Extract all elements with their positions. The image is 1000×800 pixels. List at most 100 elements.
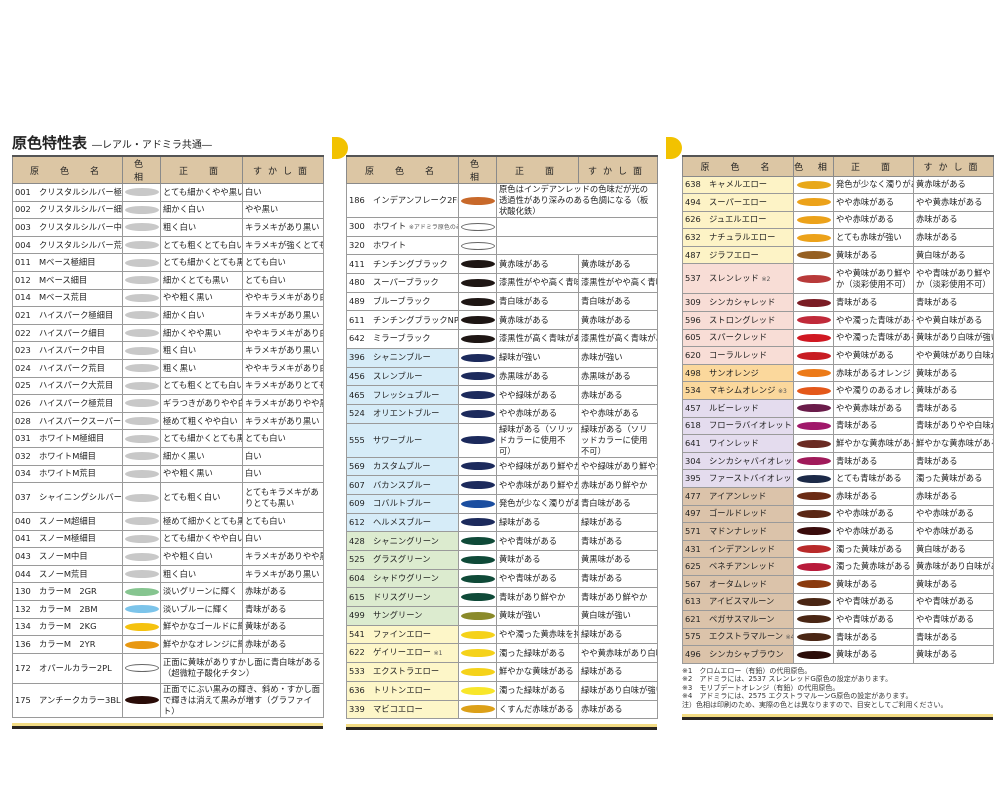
back-cell: やや赤味がある — [913, 522, 994, 541]
hue-cell — [458, 512, 497, 533]
back-cell: 赤味がある — [242, 582, 324, 602]
color-code: 477 — [685, 490, 701, 501]
table-row: 002 クリスタルシルバー細目 細かく白い やや黒い — [12, 200, 324, 220]
front-cell: 漆黒性が高く青味がある — [496, 329, 579, 349]
table-row: 026 ハイスパーク極荒目 ギラつきがありやや白いキラメキがありやや黒い — [12, 394, 324, 413]
color-name: トリトンエロー — [373, 685, 432, 696]
color-swatch — [461, 537, 495, 546]
color-name: スノーM極細目 — [39, 533, 96, 544]
front-cell: 粗く白い — [160, 341, 243, 360]
color-name-cell: 499 サングリーン — [346, 606, 459, 626]
color-name: マドンナレッド — [709, 525, 768, 536]
back-cell: 青白味がある — [578, 291, 658, 312]
color-code: 037 — [15, 492, 31, 503]
color-name: ハイスパーク極荒目 — [39, 397, 114, 408]
color-code: 456 — [349, 370, 365, 381]
color-swatch — [796, 457, 831, 466]
color-swatch — [461, 316, 495, 325]
table-row: 525 グラスグリーン 黄味がある 黄黒味がある — [346, 550, 658, 570]
table-row: 044 スノーM荒目 粗く白い キラメキがあり黒い — [12, 564, 324, 584]
front-cell: やや粗く黒い — [160, 288, 243, 308]
header-hue: 色 相 — [122, 155, 161, 184]
color-name: コバルトブルー — [373, 498, 432, 509]
color-name-cell: 026 ハイスパーク極荒目 — [12, 394, 123, 413]
hue-cell — [122, 200, 161, 220]
color-name: シンカシャレッド — [709, 297, 776, 308]
color-name: ホワイトM細目 — [39, 450, 96, 461]
bottom-rule — [682, 713, 993, 720]
color-code: 533 — [349, 666, 365, 677]
color-table-2: 原 色 名色 相正 面すかし面 186 インデアンフレーク2FE 原色はインデアンレッ… — [346, 155, 658, 731]
color-swatch — [461, 297, 495, 306]
color-name: Mベース荒目 — [39, 292, 88, 303]
front-cell: くすんだ赤味がある — [496, 699, 579, 720]
color-name: シャイニングシルバー荒目 — [39, 492, 122, 503]
color-name: ホワイトM極細目 — [39, 433, 105, 444]
color-name: ハイスパーク中目 — [39, 345, 105, 356]
bottom-rule — [12, 722, 323, 729]
footnote: ※2 アドミラには、2537 スレンレッドG原色の設定があります。 — [682, 675, 893, 684]
color-swatch — [461, 611, 495, 620]
color-swatch — [796, 527, 831, 536]
hue-cell — [793, 328, 834, 348]
front-cell: とても粗くとても白い — [160, 235, 243, 255]
color-name-cell: 014 Mベース荒目 — [12, 288, 123, 308]
color-name: ハイスパークスーパーグラマー — [39, 415, 122, 426]
color-code: 618 — [685, 420, 701, 431]
color-code: 524 — [349, 408, 365, 419]
color-name-cell: 456 スレンブルー — [346, 366, 459, 387]
color-name: ヘルメスブルー — [373, 516, 432, 527]
color-swatch — [796, 580, 831, 589]
color-code: 497 — [685, 508, 701, 519]
table-row: 428 シャニングリーン やや青味がある 青味がある — [346, 531, 658, 551]
color-swatch — [125, 622, 159, 631]
color-swatch — [796, 233, 831, 242]
color-swatch — [461, 574, 495, 583]
hue-cell — [122, 482, 161, 514]
hue-cell — [122, 358, 161, 378]
color-swatch — [125, 469, 159, 478]
table-row: 541 ファインエロー やや濁った黄赤味を持つ緑味がある — [346, 624, 658, 645]
table-row: 304 シンカシャバイオレット 青味がある 青味がある — [682, 451, 994, 471]
color-name: カスタムブルー — [373, 460, 431, 471]
hue-cell — [458, 680, 497, 701]
back-cell: 赤味がある — [242, 635, 324, 654]
color-name: フレッシュブルー — [373, 389, 440, 400]
back-cell: キラメキがあり黒い — [242, 306, 324, 325]
color-name-cell: 396 シャニンブルー — [346, 347, 459, 368]
front-cell: 緑味が強い — [496, 347, 579, 368]
hue-cell — [793, 363, 834, 383]
color-swatch — [461, 555, 495, 564]
front-cell: とても細かくとても黒い — [160, 429, 243, 448]
back-cell: やや緑味があり鮮やか — [578, 456, 658, 477]
color-code: 622 — [349, 647, 365, 658]
color-swatch — [461, 278, 495, 287]
color-name-cell: 304 シンカシャバイオレット — [682, 451, 794, 471]
front-cell: 鮮やかなオレンジに輝く — [160, 635, 243, 654]
color-name: ホワイト — [373, 240, 407, 251]
color-name: チンチングブラックNP — [373, 314, 459, 325]
color-code: 499 — [349, 610, 365, 621]
color-swatch — [125, 570, 159, 579]
color-swatch — [796, 615, 831, 624]
back-cell: 赤味がある — [913, 228, 994, 247]
color-name: カラーM 2YR — [39, 639, 96, 650]
color-name: カラーM 2GR — [39, 586, 97, 597]
table-row: 618 フローラバイオレット 青味がある青味がありやや白味がある — [682, 416, 994, 436]
hue-cell — [458, 291, 497, 312]
color-code: 186 — [349, 195, 365, 205]
color-name-cell: 011 Mベース極細目 — [12, 253, 123, 272]
back-cell: 青味がある — [242, 600, 324, 619]
front-cell: 黄味がある — [833, 245, 914, 265]
table-row: 626 ジュエルエロー やや赤味がある 赤味がある — [682, 210, 994, 230]
back-cell: 黄味がある — [913, 574, 994, 594]
front-cell: ギラつきがありやや白い — [160, 394, 243, 413]
hue-cell — [793, 522, 834, 541]
table-row: 130 カラーM 2GR 淡いグリーンに輝く 赤味がある — [12, 582, 324, 602]
color-swatch — [796, 633, 831, 642]
front-cell: 極めて粗くやや白い — [160, 411, 243, 431]
color-code: 604 — [349, 573, 365, 584]
color-code: 607 — [349, 479, 365, 490]
